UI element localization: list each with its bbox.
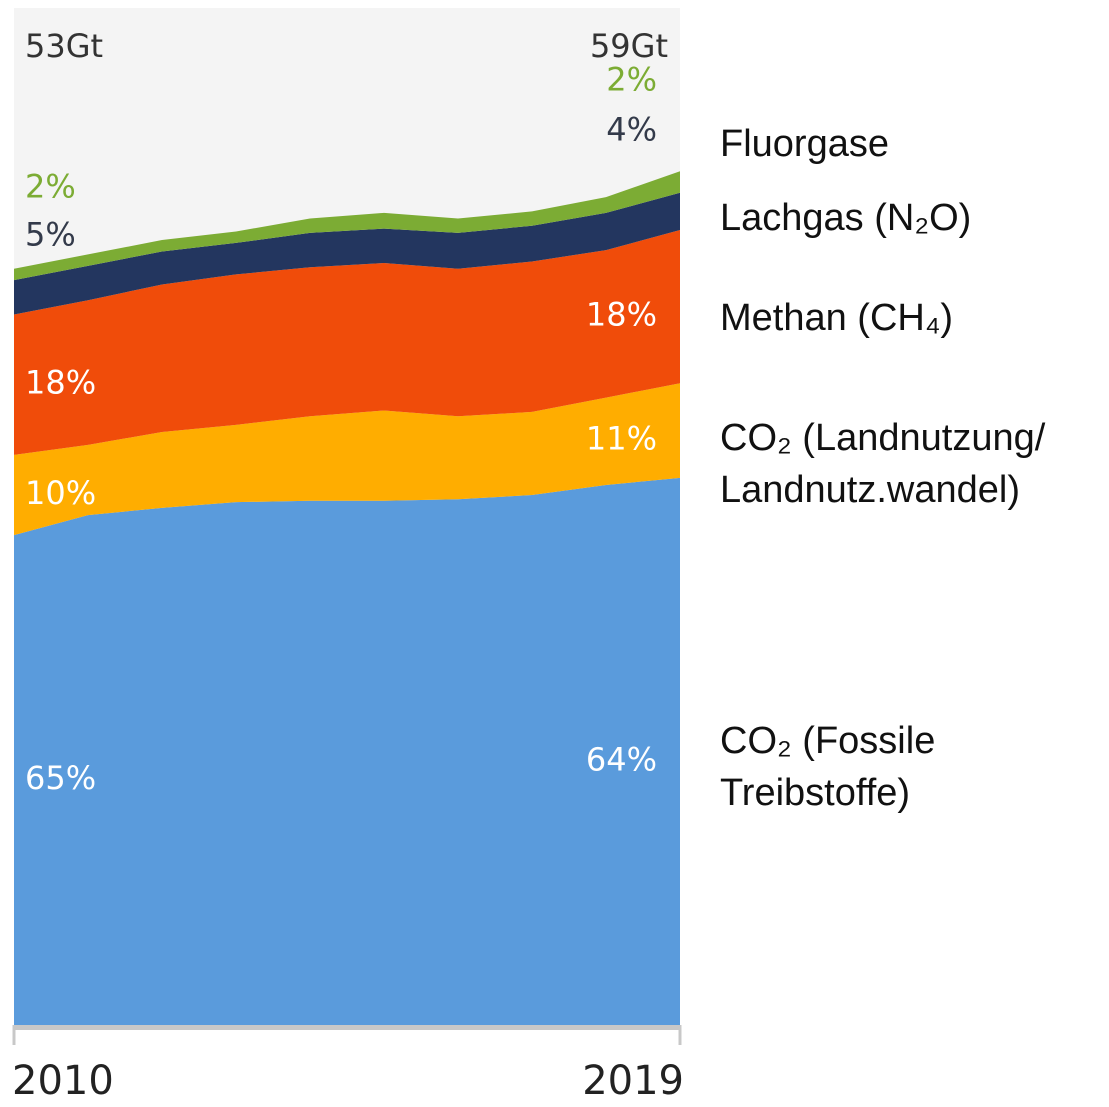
total-label: 59Gt <box>590 27 668 65</box>
area <box>14 171 680 281</box>
share-label: 4% <box>606 110 657 148</box>
share-label: 2% <box>606 60 657 98</box>
area <box>14 477 680 1026</box>
legend-entry: CO₂ (Fossile Treibstoffe) <box>720 720 936 814</box>
x-tick-label: 2019 <box>582 1058 684 1104</box>
x-axis-line <box>14 1025 680 1030</box>
share-label: 64% <box>586 740 657 778</box>
share-label: 2% <box>25 168 76 206</box>
total-label: 53Gt <box>25 27 103 65</box>
share-label: 18% <box>586 296 657 334</box>
legend-entry: Fluorgase <box>720 123 889 165</box>
area <box>14 230 680 455</box>
share-label: 65% <box>25 759 96 797</box>
share-label: 18% <box>25 364 96 402</box>
legend-entry: Lachgas (N₂O) <box>720 197 972 239</box>
share-label: 11% <box>586 420 657 458</box>
share-label: 10% <box>25 474 96 512</box>
area <box>14 383 680 536</box>
legend-entry: CO₂ (Landnutzung/ Landnutz.wandel) <box>720 417 1046 511</box>
legend-entry: Methan (CH₄) <box>720 297 954 339</box>
x-tick-label: 2010 <box>12 1058 114 1104</box>
share-label: 5% <box>25 216 76 254</box>
area <box>14 192 680 315</box>
